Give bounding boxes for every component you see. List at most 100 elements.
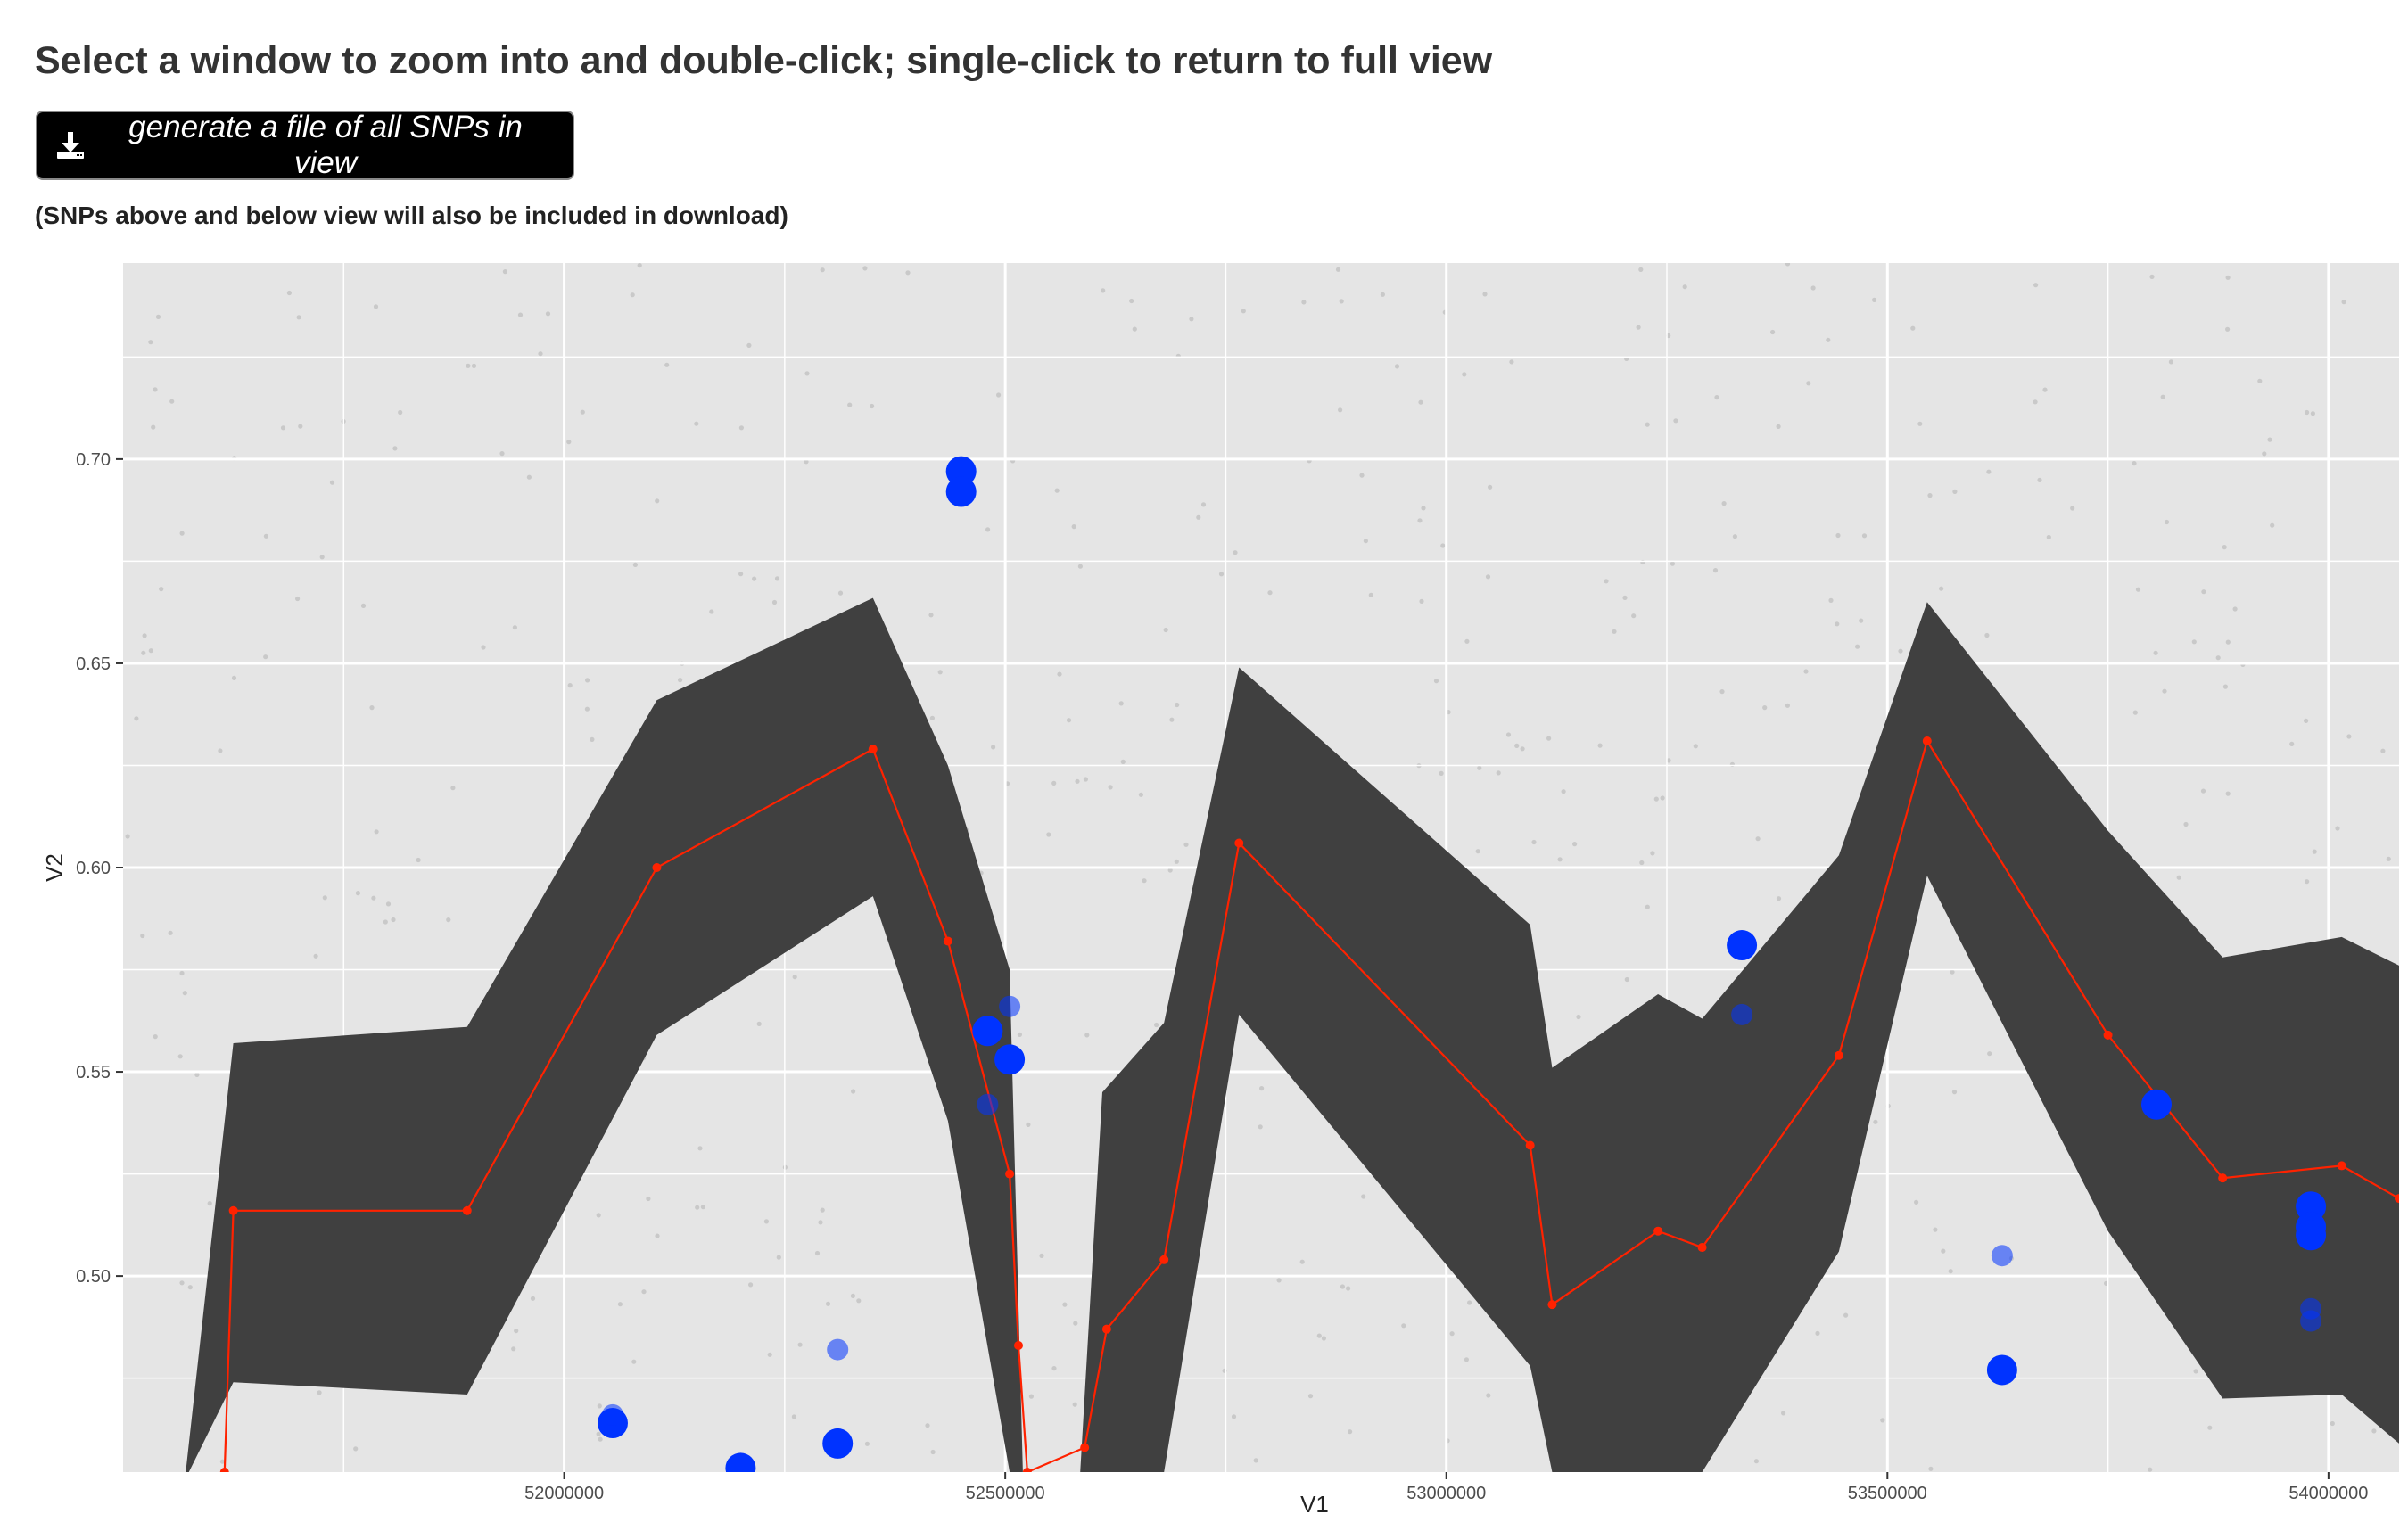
background-dot xyxy=(329,480,335,485)
background-dot xyxy=(280,425,286,431)
line-point xyxy=(1005,1169,1015,1179)
background-dot xyxy=(1951,1090,1958,1095)
background-dot xyxy=(466,363,471,368)
background-dot xyxy=(481,645,486,650)
background-dot xyxy=(322,895,327,901)
background-dot xyxy=(1433,679,1439,684)
background-dot xyxy=(1714,395,1719,400)
line-point xyxy=(943,936,952,946)
background-dot xyxy=(1546,736,1552,741)
background-dot xyxy=(313,953,318,959)
background-dot xyxy=(1276,1278,1282,1283)
snp-point[interactable] xyxy=(601,1403,623,1426)
snp-point[interactable] xyxy=(945,476,977,507)
background-dot xyxy=(1363,539,1368,544)
snp-point[interactable] xyxy=(2296,1220,2327,1251)
background-dot xyxy=(1682,284,1687,290)
download-note: (SNPs above and below view will also be … xyxy=(35,202,788,229)
background-dot xyxy=(1770,329,1776,335)
background-dot xyxy=(664,362,670,367)
line-point xyxy=(1234,838,1244,848)
background-dot xyxy=(1810,285,1816,291)
background-dot xyxy=(1755,836,1761,842)
y-tick-label: 0.50 xyxy=(76,1267,111,1287)
background-dot xyxy=(1941,1248,1946,1254)
background-dot xyxy=(996,392,1002,398)
background-dot xyxy=(1175,353,1181,358)
background-dot xyxy=(1417,518,1423,523)
snp-point[interactable] xyxy=(999,995,1021,1017)
background-dot xyxy=(864,1441,870,1446)
snp-point[interactable] xyxy=(1986,1354,2017,1386)
snp-point[interactable] xyxy=(1991,1245,2013,1267)
snp-point[interactable] xyxy=(2300,1310,2322,1332)
background-dot xyxy=(360,603,367,609)
snp-point[interactable] xyxy=(1731,1003,1753,1025)
background-dot xyxy=(1505,732,1512,737)
background-dot xyxy=(1258,1124,1263,1130)
background-dot xyxy=(738,572,744,577)
background-dot xyxy=(985,527,991,532)
background-dot xyxy=(1576,1014,1581,1020)
background-dot xyxy=(2200,788,2206,794)
line-point xyxy=(462,1205,472,1215)
background-dot xyxy=(767,1352,772,1357)
background-dot xyxy=(148,648,153,654)
background-dot xyxy=(263,654,268,660)
background-dot xyxy=(1039,1253,1044,1258)
background-dot xyxy=(1167,868,1173,873)
background-dot xyxy=(502,269,508,275)
snp-point[interactable] xyxy=(2140,1089,2172,1120)
background-dot xyxy=(2070,506,2075,511)
background-dot xyxy=(1316,1333,1322,1338)
background-dot xyxy=(1604,579,1609,584)
background-dot xyxy=(1071,524,1076,530)
background-dot xyxy=(763,1219,770,1224)
data-layer xyxy=(186,456,2399,1483)
background-dot xyxy=(1394,364,1400,369)
background-dot xyxy=(1952,489,1958,495)
background-dot xyxy=(1622,595,1628,601)
background-dot xyxy=(991,745,996,750)
background-dot xyxy=(1928,1466,1934,1471)
snp-point[interactable] xyxy=(827,1338,849,1361)
background-dot xyxy=(373,304,379,309)
background-dot xyxy=(1301,300,1307,305)
background-dot xyxy=(1910,325,1916,331)
background-dot xyxy=(792,975,797,980)
background-dot xyxy=(1138,792,1143,797)
background-dot xyxy=(597,1403,602,1409)
snp-point[interactable] xyxy=(977,1093,999,1115)
background-dot xyxy=(1200,502,1207,507)
background-dot xyxy=(2225,326,2231,332)
background-dot xyxy=(925,1423,930,1428)
background-dot xyxy=(385,901,392,907)
line-point xyxy=(1834,1050,1843,1060)
background-dot xyxy=(1108,785,1113,790)
background-dot xyxy=(1118,701,1124,706)
line-point xyxy=(2337,1161,2346,1171)
generate-snp-file-button[interactable]: generate a file of all SNPs in view xyxy=(36,110,574,180)
background-dot xyxy=(630,292,635,298)
background-dot xyxy=(1781,1411,1786,1416)
background-dot xyxy=(1028,1394,1034,1399)
background-dot xyxy=(1083,777,1088,782)
background-dot xyxy=(1368,592,1373,598)
background-dot xyxy=(1939,586,1944,591)
snp-point[interactable] xyxy=(822,1428,854,1459)
background-dot xyxy=(1419,598,1424,605)
background-dot xyxy=(471,363,477,368)
y-tick-label: 0.70 xyxy=(76,450,111,470)
background-dot xyxy=(1660,795,1665,801)
background-dot xyxy=(1026,1122,1031,1127)
background-dot xyxy=(1017,1032,1022,1037)
background-dot xyxy=(182,991,187,996)
line-point xyxy=(1080,1443,1090,1452)
snp-point[interactable] xyxy=(972,1016,1003,1047)
snp-point[interactable] xyxy=(725,1452,756,1483)
background-dot xyxy=(231,675,237,681)
snp-point[interactable] xyxy=(994,1044,1026,1075)
snp-point[interactable] xyxy=(1727,930,1758,961)
background-dot xyxy=(1624,976,1629,983)
